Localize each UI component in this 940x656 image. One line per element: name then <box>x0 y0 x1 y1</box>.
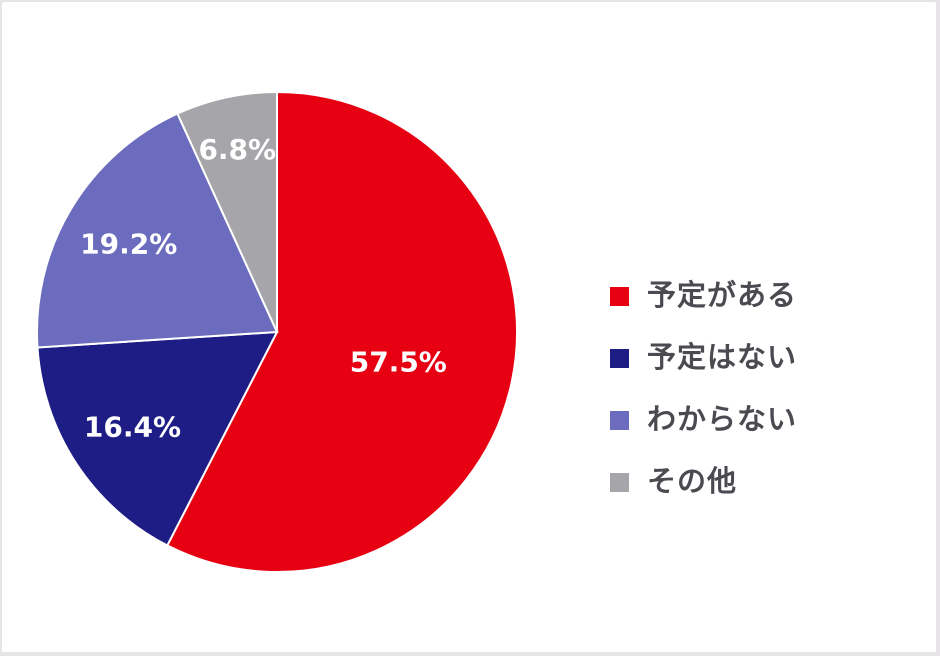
pie-labels: 57.5% 16.4% 19.2% 6.8% <box>80 133 447 444</box>
slice-value-label: 19.2% <box>80 227 177 260</box>
legend-swatch-purple <box>610 410 629 430</box>
slice-value-label: 57.5% <box>350 345 447 378</box>
legend-item-yotei-nai: 予定はない <box>610 324 797 386</box>
slice-yotei-aru <box>165 90 518 573</box>
slice-yotei-nai <box>36 330 279 547</box>
legend-swatch-navy <box>610 348 629 368</box>
legend-label: 予定がある <box>647 278 798 312</box>
slice-sonota <box>176 90 278 333</box>
legend-item-wakaranai: わからない <box>610 386 797 448</box>
legend-swatch-red <box>610 286 629 306</box>
pie-slices <box>36 90 518 573</box>
legend-label: 予定はない <box>647 340 798 374</box>
slice-value-label: 6.8% <box>198 133 276 166</box>
legend-item-sonota: その他 <box>610 448 797 510</box>
slice-wakaranai <box>36 112 279 349</box>
slice-value-label: 16.4% <box>84 411 181 444</box>
legend-item-yotei-aru: 予定がある <box>610 262 797 324</box>
legend-label: その他 <box>647 464 738 498</box>
legend-swatch-gray <box>610 472 629 492</box>
legend: 予定がある 予定はない わからない その他 <box>610 262 797 510</box>
legend-label: わからない <box>647 402 798 436</box>
